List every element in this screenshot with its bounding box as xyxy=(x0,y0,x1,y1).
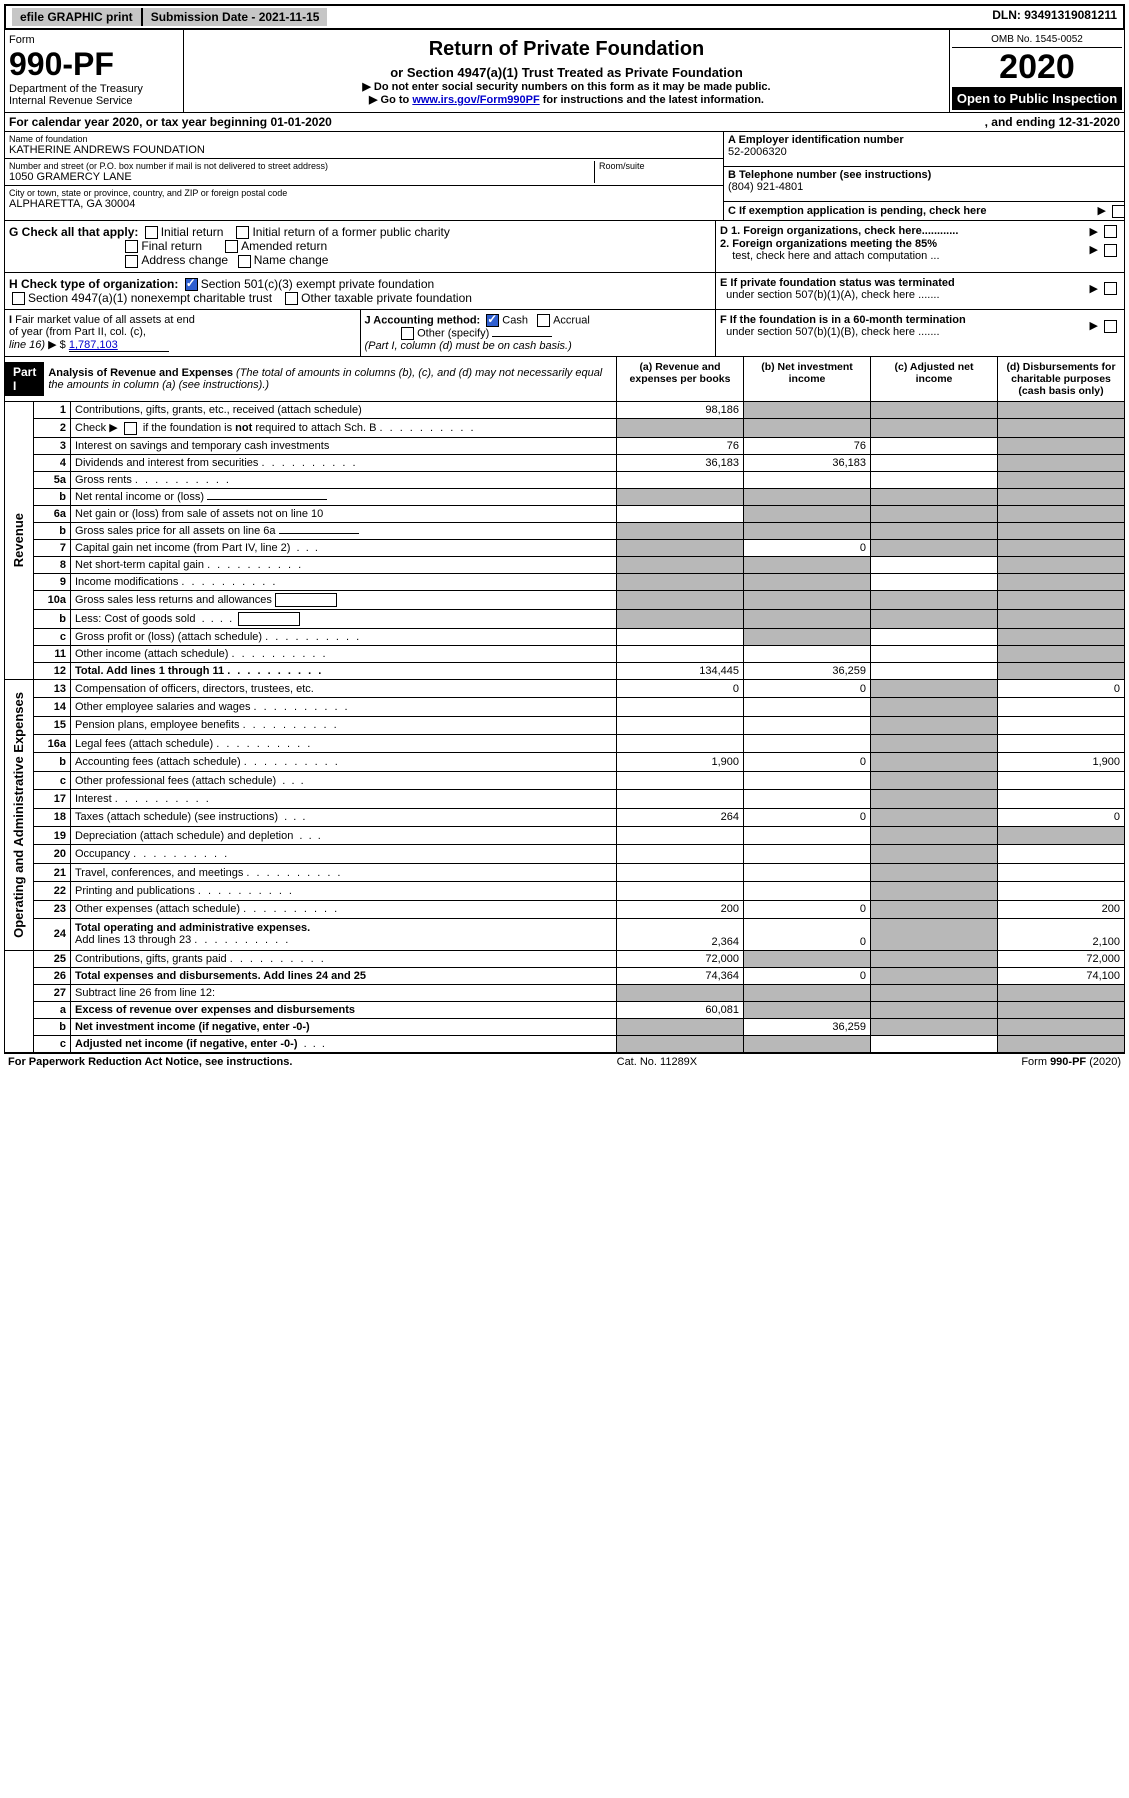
c-checkbox[interactable] xyxy=(1112,205,1125,218)
city-state-zip: ALPHARETTA, GA 30004 xyxy=(9,198,719,210)
sch-b-checkbox[interactable] xyxy=(124,422,137,435)
d1-label: D 1. Foreign organizations, check here..… xyxy=(720,225,958,237)
d2a-label: 2. Foreign organizations meeting the 85% xyxy=(720,238,937,250)
footer: For Paperwork Reduction Act Notice, see … xyxy=(4,1053,1125,1070)
form-link[interactable]: www.irs.gov/Form990PF xyxy=(412,94,539,106)
top-bar: efile GRAPHIC print Submission Date - 20… xyxy=(4,4,1125,30)
form-header: Form 990-PF Department of the Treasury I… xyxy=(4,30,1125,113)
h-501c3-checkbox[interactable] xyxy=(185,278,198,291)
g-initial-public-checkbox[interactable] xyxy=(236,226,249,239)
box-h-e: H Check type of organization: Section 50… xyxy=(4,273,1125,311)
dln-number: DLN: 93491319081211 xyxy=(986,6,1123,28)
city-label: City or town, state or province, country… xyxy=(9,188,719,198)
pra-notice: For Paperwork Reduction Act Notice, see … xyxy=(8,1056,292,1068)
tel-value: (804) 921-4801 xyxy=(728,181,1120,193)
ein-label: A Employer identification number xyxy=(728,134,1120,146)
j-other-checkbox[interactable] xyxy=(401,327,414,340)
name-label: Name of foundation xyxy=(9,134,719,144)
addr-label: Number and street (or P.O. box number if… xyxy=(9,161,594,171)
e-checkbox[interactable] xyxy=(1104,282,1117,295)
g-label: G Check all that apply: xyxy=(9,225,138,239)
h-other-checkbox[interactable] xyxy=(285,292,298,305)
instruction-1: ▶ Do not enter social security numbers o… xyxy=(194,80,939,93)
entity-info: Name of foundation KATHERINE ANDREWS FOU… xyxy=(4,132,1125,221)
part-1-header: Part I Analysis of Revenue and Expenses … xyxy=(4,357,1125,402)
g-amended-checkbox[interactable] xyxy=(225,240,238,253)
foundation-name: KATHERINE ANDREWS FOUNDATION xyxy=(9,144,719,156)
part-1-table: Revenue 1 Contributions, gifts, grants, … xyxy=(4,402,1125,1052)
room-label: Room/suite xyxy=(599,161,719,171)
form-subtitle: or Section 4947(a)(1) Trust Treated as P… xyxy=(194,65,939,80)
efile-button[interactable]: efile GRAPHIC print xyxy=(12,8,143,26)
ein-value: 52-2006320 xyxy=(728,146,1120,158)
fmv-value[interactable]: 1,787,103 xyxy=(69,339,169,352)
d2-checkbox[interactable] xyxy=(1104,244,1117,257)
i-label: I xyxy=(9,314,12,326)
form-label: Form xyxy=(9,34,179,46)
col-b-header: (b) Net investment income xyxy=(743,357,870,401)
g-address-checkbox[interactable] xyxy=(125,255,138,268)
tax-year: 2020 xyxy=(952,48,1122,87)
part-1-title: Analysis of Revenue and Expenses xyxy=(48,367,233,379)
j-cash-checkbox[interactable] xyxy=(486,314,499,327)
form-title: Return of Private Foundation xyxy=(194,38,939,61)
street-address: 1050 GRAMERCY LANE xyxy=(9,171,594,183)
revenue-side-label: Revenue xyxy=(9,503,28,577)
j-accrual-checkbox[interactable] xyxy=(537,314,550,327)
g-name-checkbox[interactable] xyxy=(238,255,251,268)
form-number: 990-PF xyxy=(9,46,179,83)
submission-date: Submission Date - 2021-11-15 xyxy=(143,8,328,26)
f-checkbox[interactable] xyxy=(1104,320,1117,333)
box-g-d: G Check all that apply: Initial return I… xyxy=(4,221,1125,273)
omb-number: OMB No. 1545-0052 xyxy=(952,32,1122,48)
col-a-header: (a) Revenue and expenses per books xyxy=(616,357,743,401)
g-final-checkbox[interactable] xyxy=(125,240,138,253)
d1-checkbox[interactable] xyxy=(1104,225,1117,238)
irs-label: Internal Revenue Service xyxy=(9,95,179,107)
opex-side-label: Operating and Administrative Expenses xyxy=(9,682,28,948)
col-c-header: (c) Adjusted net income xyxy=(870,357,997,401)
instruction-2: ▶ Go to www.irs.gov/Form990PF for instru… xyxy=(194,93,939,106)
cat-number: Cat. No. 11289X xyxy=(617,1056,698,1068)
h-4947-checkbox[interactable] xyxy=(12,292,25,305)
part-1-label: Part I xyxy=(5,362,44,396)
calendar-year-row: For calendar year 2020, or tax year begi… xyxy=(4,113,1125,132)
tel-label: B Telephone number (see instructions) xyxy=(728,169,1120,181)
h-label: H Check type of organization: xyxy=(9,277,178,291)
form-footer: Form 990-PF (2020) xyxy=(1021,1056,1121,1068)
col-d-header: (d) Disbursements for charitable purpose… xyxy=(997,357,1124,401)
g-initial-checkbox[interactable] xyxy=(145,226,158,239)
open-inspection: Open to Public Inspection xyxy=(952,87,1122,110)
c-label: C If exemption application is pending, c… xyxy=(728,205,987,217)
j-note: (Part I, column (d) must be on cash basi… xyxy=(365,340,572,352)
box-i-j-f: I Fair market value of all assets at end… xyxy=(4,310,1125,357)
dept-label: Department of the Treasury xyxy=(9,83,179,95)
j-label: J Accounting method: xyxy=(365,315,481,327)
